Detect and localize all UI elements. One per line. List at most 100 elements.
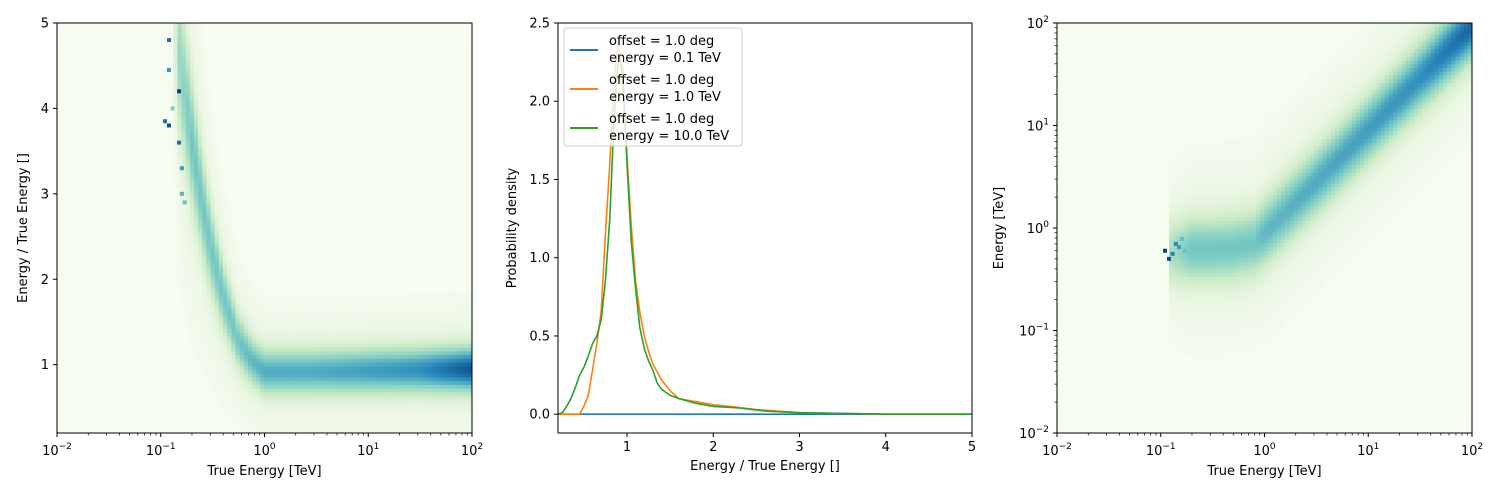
heatmap-cell <box>301 392 307 397</box>
heatmap-cell <box>1177 239 1182 244</box>
heatmap-cell <box>1256 179 1261 184</box>
heatmap-cell <box>1264 291 1270 296</box>
heatmap-cell <box>185 82 191 87</box>
heatmap-cell <box>198 71 203 76</box>
heatmap-cell <box>1281 291 1286 296</box>
heatmap-cell <box>1198 179 1203 184</box>
heatmap-cell <box>451 399 456 404</box>
heatmap-cell <box>335 354 340 359</box>
heatmap-cell <box>189 276 195 281</box>
heatmap-cell <box>372 339 377 344</box>
heatmap-cell <box>264 317 270 322</box>
heatmap-cell <box>206 138 211 143</box>
heatmap-cell <box>293 410 299 415</box>
heatmap-cell <box>389 414 394 419</box>
heatmap-cell <box>451 358 456 363</box>
heatmap-cell <box>1272 175 1278 180</box>
heatmap-cell <box>418 377 423 382</box>
heatmap-cell <box>1243 239 1249 244</box>
heatmap-cell <box>218 209 224 214</box>
heatmap-cell <box>1260 283 1265 289</box>
heatmap-cell <box>1218 183 1224 188</box>
heatmap-cell <box>1239 306 1245 311</box>
heatmap-cell <box>272 365 278 371</box>
heatmap-cell <box>1202 347 1207 352</box>
heatmap-cell <box>297 313 303 318</box>
heatmap-cell <box>243 269 249 274</box>
heatmap-cell <box>1252 280 1257 285</box>
heatmap-cell <box>397 306 402 311</box>
heatmap-cell <box>351 369 357 374</box>
heatmap-cell <box>376 395 382 400</box>
x-tick-label: 10−1 <box>146 442 176 459</box>
heatmap-cell <box>281 395 286 400</box>
heatmap-cell <box>193 131 199 136</box>
heatmap-cell <box>243 421 249 426</box>
heatmap-cell <box>1218 321 1224 326</box>
heatmap-cell <box>1214 254 1220 259</box>
heatmap-cell <box>1214 265 1220 270</box>
heatmap-cell <box>247 310 253 315</box>
heatmap-cell <box>351 306 357 311</box>
heatmap-cell <box>318 380 323 385</box>
heatmap-cell <box>1169 280 1174 285</box>
heatmap-cell <box>310 369 315 374</box>
heatmap-cell <box>455 388 460 393</box>
heatmap-cell <box>430 380 436 385</box>
heatmap-cell <box>459 406 465 412</box>
heatmap-cell <box>430 351 436 356</box>
heatmap-cell <box>206 272 211 277</box>
heatmap-cell <box>1272 261 1278 266</box>
heatmap-cell <box>206 112 211 117</box>
heatmap-cell <box>389 336 394 341</box>
heatmap-cell <box>189 179 195 184</box>
heatmap-cell <box>438 373 444 378</box>
heatmap-cell <box>413 399 419 404</box>
heatmap-cell <box>1193 168 1199 173</box>
heatmap-cell <box>1189 324 1195 330</box>
heatmap-cell <box>243 403 249 408</box>
heatmap-cell <box>1260 187 1265 192</box>
heatmap-cell <box>434 336 440 341</box>
heatmap-cell <box>1252 302 1257 307</box>
heatmap-cell <box>214 269 220 274</box>
heatmap-cell <box>1272 168 1278 173</box>
heatmap-cell <box>442 373 448 378</box>
heatmap-cell <box>1214 332 1220 337</box>
heatmap-cell <box>384 414 390 419</box>
heatmap-cell <box>193 242 199 248</box>
heatmap-cell <box>442 380 448 385</box>
heatmap-cell <box>193 179 199 184</box>
heatmap-cell <box>306 336 311 341</box>
heatmap-cell <box>1252 187 1257 192</box>
heatmap-cell <box>347 392 353 397</box>
heatmap-cell <box>214 157 220 162</box>
heatmap-cell <box>1227 351 1232 356</box>
heatmap-cell <box>235 280 240 285</box>
heatmap-cell <box>272 313 278 318</box>
heatmap-cell <box>243 384 249 389</box>
heatmap-cell <box>1189 216 1195 221</box>
heatmap-cell <box>1198 205 1203 210</box>
heatmap-cell <box>223 250 228 255</box>
heatmap-cell <box>1235 172 1240 177</box>
heatmap-cell <box>1281 183 1286 188</box>
heatmap-cell <box>210 201 216 207</box>
heatmap-cell <box>198 153 203 158</box>
heatmap-cell <box>173 149 178 154</box>
heatmap-cell <box>276 380 282 385</box>
heatmap-cell <box>430 406 436 412</box>
heatmap-cell <box>239 339 245 344</box>
heatmap-cell <box>1256 332 1261 337</box>
heatmap-cell <box>343 321 348 326</box>
heatmap-cell <box>1272 291 1278 296</box>
heatmap-cell <box>1218 347 1224 352</box>
heatmap-cell <box>438 414 444 419</box>
heatmap-cell <box>447 317 452 322</box>
heatmap-cell <box>206 116 211 121</box>
heatmap-cell <box>189 183 195 188</box>
heatmap-cell <box>438 392 444 397</box>
heatmap-cell <box>405 354 411 359</box>
heatmap-cell <box>1231 153 1236 158</box>
heatmap-cell <box>1231 209 1236 214</box>
